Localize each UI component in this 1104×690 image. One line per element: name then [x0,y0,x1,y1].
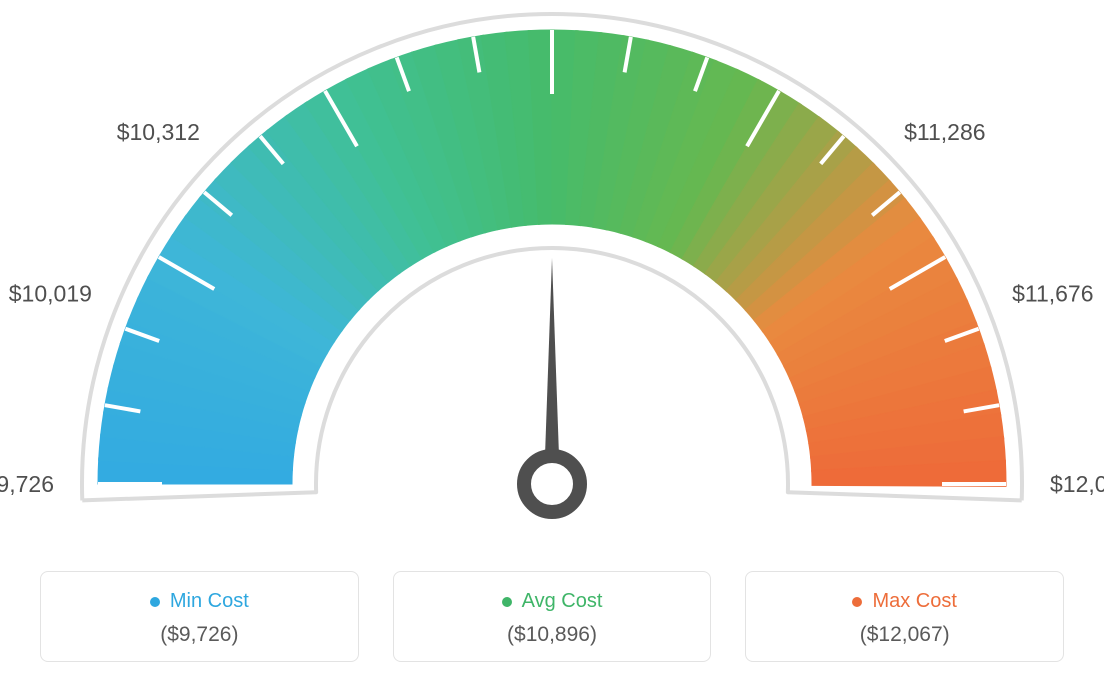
legend-title-min-text: Min Cost [170,590,249,613]
legend-card-min: Min Cost ($9,726) [40,571,359,662]
gauge-svg: $9,726$10,019$10,312$10,896$11,286$11,67… [0,0,1104,540]
legend-title-avg-text: Avg Cost [522,590,603,613]
gauge-chart: $9,726$10,019$10,312$10,896$11,286$11,67… [0,0,1104,540]
svg-text:$10,019: $10,019 [9,280,92,306]
cost-gauge-widget: $9,726$10,019$10,312$10,896$11,286$11,67… [0,0,1104,690]
svg-text:$11,286: $11,286 [904,119,985,145]
legend-value-max: ($12,067) [756,623,1053,647]
legend-title-max: Max Cost [852,590,956,613]
dot-avg [502,597,512,607]
dot-min [150,597,160,607]
legend-card-max: Max Cost ($12,067) [745,571,1064,662]
legend-title-min: Min Cost [150,590,249,613]
svg-text:$11,676: $11,676 [1012,280,1093,306]
svg-text:$9,726: $9,726 [0,471,54,497]
legend-card-avg: Avg Cost ($10,896) [393,571,712,662]
legend-value-avg: ($10,896) [404,623,701,647]
legend-row: Min Cost ($9,726) Avg Cost ($10,896) Max… [0,571,1104,662]
svg-text:$12,067: $12,067 [1050,471,1104,497]
legend-title-avg: Avg Cost [502,590,603,613]
legend-value-min: ($9,726) [51,623,348,647]
dot-max [852,597,862,607]
legend-title-max-text: Max Cost [872,590,956,613]
svg-text:$10,312: $10,312 [117,119,200,145]
